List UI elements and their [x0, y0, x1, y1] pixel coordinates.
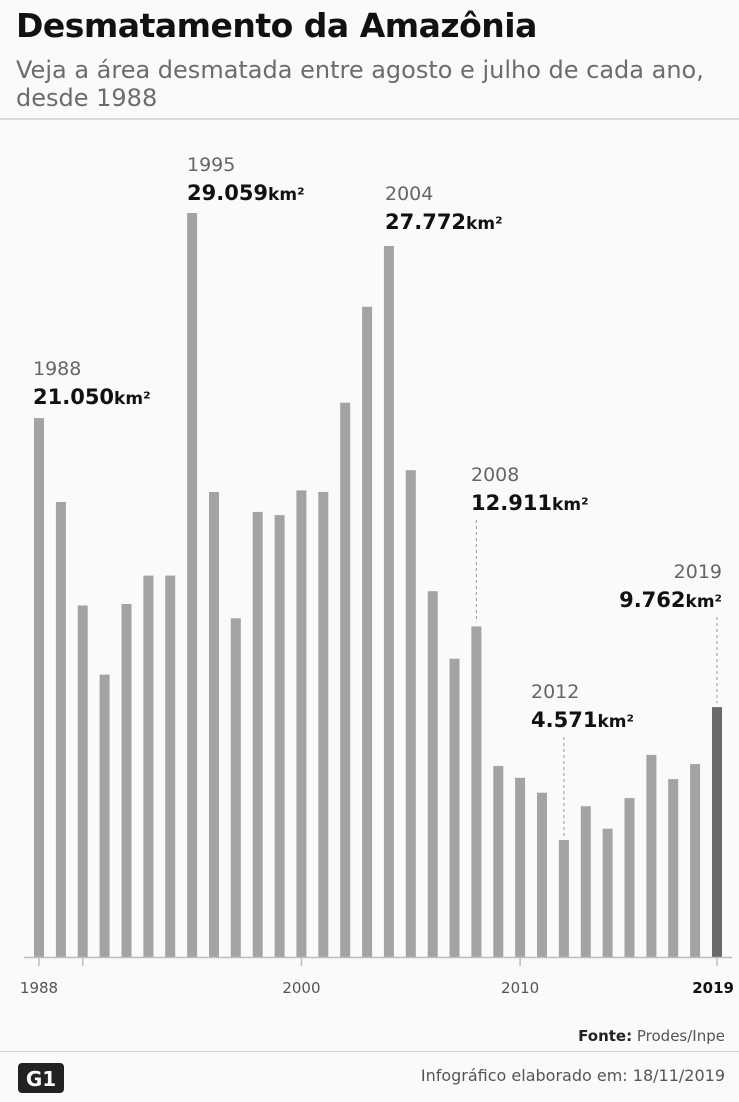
bar-1998	[252, 511, 263, 957]
source-label: Fonte:	[578, 1027, 633, 1045]
footer-divider	[0, 1051, 739, 1052]
x-tick-label-2019: 2019	[692, 979, 734, 997]
annotation-2019: 2019 9.762km²	[619, 561, 722, 704]
credit-note: Infográfico elaborado em: 18/11/2019	[420, 1066, 725, 1085]
g1-logo-text: G1	[26, 1067, 56, 1091]
bar-2004	[383, 246, 394, 957]
annotation-year-1988: 1988	[33, 358, 81, 380]
chart-title: Desmatamento da Amazônia	[16, 6, 537, 45]
annotation-unit-2008: km²	[552, 495, 588, 515]
x-tick-label-1988: 1988	[20, 979, 58, 997]
source-text: Prodes/Inpe	[636, 1027, 725, 1045]
chart-subtitle: Veja a área desmatada entre agosto e jul…	[16, 56, 704, 112]
bar-2010	[515, 777, 526, 957]
bar-1995	[187, 213, 198, 957]
bar-2008	[471, 626, 482, 957]
bar-chart: 1988 2000 2010 2019 1988 21.050km² 1995 29.059k…	[20, 154, 734, 997]
bar-2003	[362, 306, 373, 957]
bar-1989	[55, 502, 66, 957]
annotation-1988: 1988 21.050km²	[33, 358, 151, 409]
annotation-2008: 2008 12.911km²	[471, 464, 589, 623]
bar-2017	[668, 779, 679, 957]
annotation-value-1988: 21.050km²	[33, 385, 151, 409]
bar-2009	[493, 765, 504, 957]
annotation-year-2019: 2019	[674, 561, 722, 583]
bar-2000	[296, 490, 307, 957]
annotation-year-2008: 2008	[471, 464, 519, 486]
bar-2002	[340, 402, 351, 957]
annotation-unit-2004: km²	[466, 214, 502, 234]
bar-2018	[690, 764, 701, 957]
annotation-unit-2019: km²	[686, 592, 722, 612]
bar-1988	[34, 418, 44, 958]
bar-2011	[537, 792, 547, 957]
annotation-value-2012: 4.571km²	[531, 708, 634, 732]
annotation-year-2012: 2012	[531, 681, 579, 703]
bar-1991	[99, 674, 110, 957]
annotation-year-1995: 1995	[187, 154, 235, 176]
x-tick-label-2000: 2000	[282, 979, 320, 997]
bar-2012	[558, 840, 569, 957]
annotation-unit-1988: km²	[114, 389, 150, 409]
bar-2007	[449, 658, 460, 957]
bar-2001	[318, 491, 329, 957]
bar-1992	[121, 604, 132, 957]
bar-1999	[274, 515, 285, 957]
bar-1994	[165, 575, 176, 957]
annotation-value-2019: 9.762km²	[619, 588, 722, 612]
annotation-value-1995: 29.059km²	[187, 181, 305, 205]
bar-2016	[646, 754, 657, 957]
annotation-1995: 1995 29.059km²	[187, 154, 305, 205]
bar-2005	[405, 470, 416, 957]
bar-1996	[209, 492, 219, 957]
bar-2014	[602, 828, 613, 957]
g1-logo: G1	[18, 1063, 64, 1093]
source-note: Fonte: Prodes/Inpe	[578, 1027, 725, 1045]
x-tick-label-2010: 2010	[501, 979, 539, 997]
annotation-2012: 2012 4.571km²	[531, 681, 634, 836]
bar-1990	[77, 605, 88, 957]
header-divider	[0, 118, 739, 120]
annotation-unit-2012: km²	[597, 712, 633, 732]
bar-2013	[580, 806, 591, 957]
annotation-year-2004: 2004	[385, 183, 433, 205]
bar-2015	[624, 798, 635, 957]
bar-2006	[427, 591, 438, 957]
bar-1993	[143, 575, 154, 957]
annotation-unit-1995: km²	[268, 185, 304, 205]
annotation-2004: 2004 27.772km²	[385, 183, 503, 234]
bar-1997	[230, 618, 241, 957]
bar-2019	[712, 707, 722, 957]
annotation-value-2008: 12.911km²	[471, 491, 589, 515]
annotation-value-2004: 27.772km²	[385, 210, 503, 234]
